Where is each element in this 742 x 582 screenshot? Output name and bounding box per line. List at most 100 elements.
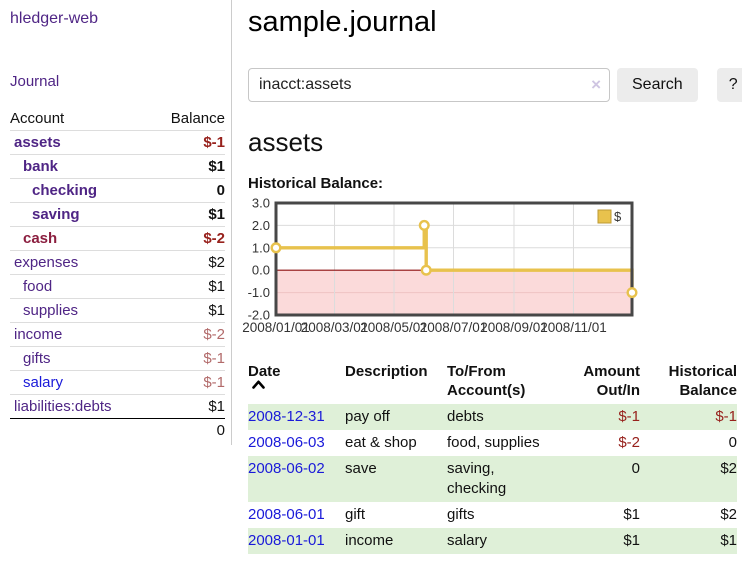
- register-header-accounts: To/From Account(s): [447, 363, 526, 399]
- register-balance: $1: [720, 532, 737, 549]
- register-amount: $1: [623, 506, 640, 523]
- register-accounts: salary: [447, 532, 488, 549]
- account-row: salary $-1: [10, 370, 225, 395]
- chart-svg: $3.0 2.0 1.0 0.0 -1.0 -2.02008/01/012008/03/0…: [242, 196, 638, 335]
- svg-text:2008/09/01: 2008/09/01: [480, 320, 548, 335]
- svg-text:-1.0: -1.0: [248, 285, 270, 300]
- transaction-date-link[interactable]: 2008-06-02: [248, 460, 325, 477]
- account-row: bank $1: [10, 154, 225, 179]
- register-header-balance: Historical Balance: [668, 363, 737, 399]
- svg-text:2008/07/01: 2008/07/01: [420, 320, 488, 335]
- register-amount: $1: [623, 532, 640, 549]
- register-balance: $2: [720, 460, 737, 477]
- search-form: × Search ?: [248, 68, 742, 102]
- register-row: 2008-01-01 income salary $1 $1: [248, 528, 737, 554]
- account-link-supplies[interactable]: supplies: [23, 302, 79, 319]
- account-link-saving[interactable]: saving: [32, 206, 80, 223]
- register-accounts: debts: [447, 408, 484, 425]
- account-balance: $1: [150, 154, 225, 179]
- account-balance: $1: [150, 202, 225, 227]
- account-balance: $1: [150, 298, 225, 323]
- search-input[interactable]: [248, 68, 610, 102]
- search-button[interactable]: Search: [617, 68, 698, 102]
- account-row: checking 0: [10, 178, 225, 203]
- register-accounts: saving, checking: [447, 460, 507, 497]
- accounts-table: Account Balance assets $-1 bank $1 checking 0…: [10, 107, 225, 442]
- account-row: expenses $2: [10, 250, 225, 275]
- account-link-cash[interactable]: cash: [23, 230, 58, 247]
- register-header-date[interactable]: Date: [248, 360, 345, 404]
- account-balance: 0: [150, 178, 225, 203]
- transaction-date-link[interactable]: 2008-06-01: [248, 506, 325, 523]
- account-row: income $-2: [10, 322, 225, 347]
- svg-text:2.0: 2.0: [252, 218, 270, 233]
- register-balance: $-1: [715, 408, 737, 425]
- account-link-salary[interactable]: salary: [23, 374, 64, 391]
- register-balance: 0: [728, 434, 737, 451]
- accounts-total-value: 0: [150, 418, 225, 442]
- account-balance: $1: [150, 274, 225, 299]
- register-row: 2008-06-03 eat & shop food, supplies $-2 0: [248, 430, 737, 456]
- accounts-total-row: 0: [10, 418, 225, 442]
- register-balance: $2: [720, 506, 737, 523]
- transaction-date-link[interactable]: 2008-06-03: [248, 434, 325, 451]
- account-row: cash $-2: [10, 226, 225, 251]
- account-balance: $-1: [150, 370, 225, 395]
- svg-text:3.0: 3.0: [252, 196, 270, 211]
- register-row: 2008-06-01 gift gifts $1 $2: [248, 502, 737, 528]
- register-description: pay off: [345, 408, 390, 425]
- account-link-assets[interactable]: assets: [14, 134, 61, 151]
- sort-ascending-icon: [252, 380, 265, 389]
- account-heading: assets: [248, 127, 324, 157]
- sidebar: hledger-web Journal Account Balance asse…: [0, 0, 232, 445]
- account-row: assets $-1: [10, 130, 225, 155]
- transaction-date-link[interactable]: 2008-01-01: [248, 532, 325, 549]
- svg-text:$: $: [614, 209, 622, 224]
- main-panel: sample.journal × Search ? assets Histori…: [242, 0, 742, 554]
- balance-chart: $3.0 2.0 1.0 0.0 -1.0 -2.0 2008/01/01 2008/03/0…: [242, 196, 737, 339]
- account-balance: $2: [150, 250, 225, 275]
- svg-text:2008/11/01: 2008/11/01: [540, 320, 607, 335]
- register-amount: $-2: [618, 434, 640, 451]
- register-header-amount: Amount Out/In: [583, 363, 640, 399]
- account-row: liabilities:debts $1: [10, 394, 225, 419]
- account-row: supplies $1: [10, 298, 225, 323]
- register-amount: 0: [631, 460, 640, 477]
- sidebar-item-journal[interactable]: Journal: [10, 73, 60, 90]
- register-description: gift: [345, 506, 366, 523]
- account-link-checking[interactable]: checking: [32, 182, 98, 199]
- clear-search-icon[interactable]: ×: [591, 75, 601, 94]
- account-balance: $-1: [150, 346, 225, 371]
- account-row: saving $1: [10, 202, 225, 227]
- register-tbody: 2008-12-31 pay off debts $-1 $-1 2008-06-03 ea…: [248, 404, 737, 554]
- transaction-date-link[interactable]: 2008-12-31: [248, 408, 325, 425]
- account-balance: $-1: [150, 130, 225, 155]
- account-link-bank[interactable]: bank: [23, 158, 59, 175]
- register-header-description: Description: [345, 363, 428, 380]
- svg-text:2008/05/01: 2008/05/01: [360, 320, 428, 335]
- svg-text:2008/01/01: 2008/01/01: [242, 320, 310, 335]
- register-description: eat & shop: [345, 434, 417, 451]
- account-link-gifts[interactable]: gifts: [23, 350, 51, 367]
- brand-link[interactable]: hledger-web: [10, 10, 99, 27]
- register-amount: $-1: [618, 408, 640, 425]
- svg-text:0.0: 0.0: [252, 263, 270, 278]
- account-link-food[interactable]: food: [23, 278, 53, 295]
- account-link-liabilities-debts[interactable]: liabilities:debts: [14, 398, 112, 415]
- account-row: gifts $-1: [10, 346, 225, 371]
- account-balance: $-2: [150, 322, 225, 347]
- register-accounts: gifts: [447, 506, 475, 523]
- page-title: sample.journal: [248, 6, 437, 38]
- help-button[interactable]: ?: [716, 68, 742, 102]
- accounts-header-account: Account: [10, 110, 65, 127]
- accounts-header-balance: Balance: [170, 110, 225, 127]
- svg-text:-2.0: -2.0: [248, 308, 270, 323]
- register-row: 2008-12-31 pay off debts $-1 $-1: [248, 404, 737, 430]
- account-balance: $-2: [150, 226, 225, 251]
- svg-text:1.0: 1.0: [252, 240, 270, 255]
- account-link-expenses[interactable]: expenses: [14, 254, 79, 271]
- chart-label: Historical Balance:: [248, 175, 384, 192]
- account-link-income[interactable]: income: [14, 326, 63, 343]
- register-row: 2008-06-02 save saving, checking 0 $2: [248, 456, 737, 502]
- register-description: income: [345, 532, 394, 549]
